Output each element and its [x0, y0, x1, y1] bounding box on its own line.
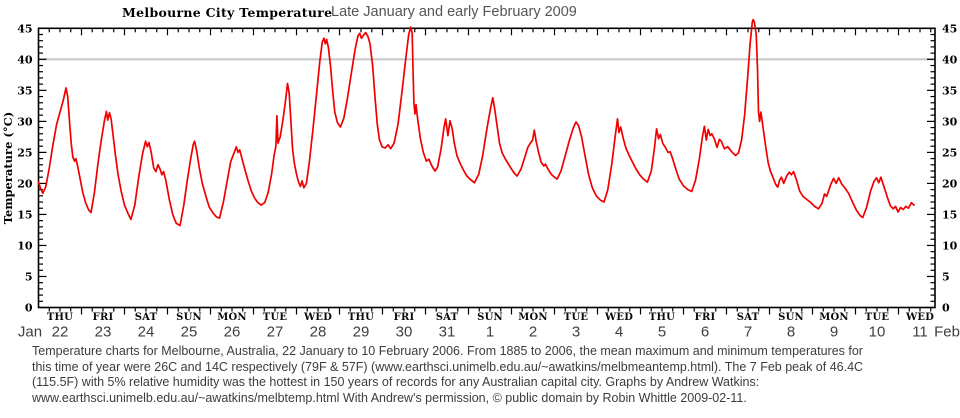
svg-text:THU: THU: [47, 312, 73, 323]
svg-text:TUE: TUE: [263, 312, 288, 323]
svg-text:MON: MON: [819, 312, 849, 323]
y-axis-labels: 0 0 5 5 10 10 15 15 20 20 25 25 30 30 35 35 40 40 45 45: [17, 22, 957, 314]
svg-text:25: 25: [17, 146, 32, 159]
svg-text:TUE: TUE: [564, 312, 589, 323]
svg-text:SUN: SUN: [778, 312, 804, 323]
chart-subtitle: Late January and early February 2009: [331, 4, 577, 20]
caption-line-4: www.earthsci.unimelb.edu.au/~awatkins/me…: [32, 390, 747, 405]
chart-caption: Temperature charts for Melbourne, Austra…: [32, 344, 942, 406]
svg-text:MON: MON: [518, 312, 548, 323]
svg-text:22: 22: [52, 324, 69, 341]
svg-text:0: 0: [25, 302, 33, 315]
svg-text:31: 31: [439, 324, 456, 341]
svg-text:20: 20: [942, 177, 958, 190]
svg-text:30: 30: [942, 115, 958, 128]
svg-text:26: 26: [224, 324, 241, 341]
y-axis-title: Temperature (°C): [1, 112, 15, 224]
svg-text:SAT: SAT: [737, 312, 760, 323]
svg-text:15: 15: [942, 208, 957, 221]
svg-text:0: 0: [942, 302, 950, 315]
svg-text:24: 24: [138, 324, 155, 341]
svg-text:27: 27: [267, 324, 284, 341]
svg-text:FRI: FRI: [695, 312, 716, 323]
svg-text:THU: THU: [348, 312, 374, 323]
svg-text:2: 2: [529, 324, 537, 341]
svg-text:4: 4: [615, 324, 623, 341]
svg-text:5: 5: [942, 270, 950, 283]
svg-text:SAT: SAT: [436, 312, 459, 323]
svg-text:10: 10: [942, 239, 958, 252]
svg-text:3: 3: [572, 324, 580, 341]
svg-text:25: 25: [181, 324, 198, 341]
svg-text:FRI: FRI: [93, 312, 114, 323]
caption-line-3: (115.5F) with 5% relative humidity was t…: [32, 375, 760, 389]
svg-text:7: 7: [744, 324, 752, 341]
month-label-jan: Jan: [18, 324, 42, 341]
axis-ticks: [38, 27, 935, 315]
svg-text:1: 1: [486, 324, 494, 341]
svg-text:10: 10: [869, 324, 886, 341]
svg-text:35: 35: [942, 84, 957, 97]
svg-text:TUE: TUE: [865, 312, 890, 323]
svg-text:30: 30: [17, 115, 33, 128]
svg-text:THU: THU: [649, 312, 675, 323]
caption-line-1: Temperature charts for Melbourne, Austra…: [32, 344, 863, 358]
x-axis-day-labels: THU22FRI23SAT24SUN25MON26TUE27WED28THU29…: [18, 312, 960, 341]
svg-text:5: 5: [658, 324, 666, 341]
svg-text:11: 11: [912, 324, 928, 341]
svg-text:SAT: SAT: [135, 312, 158, 323]
svg-text:35: 35: [17, 84, 32, 97]
svg-text:23: 23: [95, 324, 112, 341]
svg-text:25: 25: [942, 146, 957, 159]
svg-text:40: 40: [942, 53, 958, 66]
svg-text:SUN: SUN: [477, 312, 503, 323]
chart-title: Melbourne City Temperature: [122, 5, 333, 20]
svg-text:28: 28: [310, 324, 327, 341]
svg-text:MON: MON: [217, 312, 247, 323]
temperature-line: [37, 18, 915, 227]
svg-text:45: 45: [942, 22, 957, 35]
caption-line-2: this time of year were 26C and 14C respe…: [32, 359, 864, 374]
svg-text:5: 5: [25, 270, 33, 283]
svg-text:29: 29: [353, 324, 370, 341]
svg-text:40: 40: [17, 53, 33, 66]
svg-text:20: 20: [17, 177, 33, 190]
svg-text:SUN: SUN: [176, 312, 202, 323]
plot-frame: [37, 27, 936, 309]
svg-text:FRI: FRI: [394, 312, 415, 323]
svg-text:10: 10: [17, 239, 33, 252]
svg-text:WED: WED: [604, 312, 633, 323]
svg-text:30: 30: [396, 324, 413, 341]
svg-text:9: 9: [830, 324, 838, 341]
svg-text:8: 8: [787, 324, 795, 341]
svg-text:WED: WED: [303, 312, 332, 323]
svg-text:15: 15: [17, 208, 32, 221]
svg-text:45: 45: [17, 22, 32, 35]
svg-text:WED: WED: [905, 312, 934, 323]
month-label-feb: Feb: [934, 324, 960, 341]
svg-text:6: 6: [701, 324, 709, 341]
